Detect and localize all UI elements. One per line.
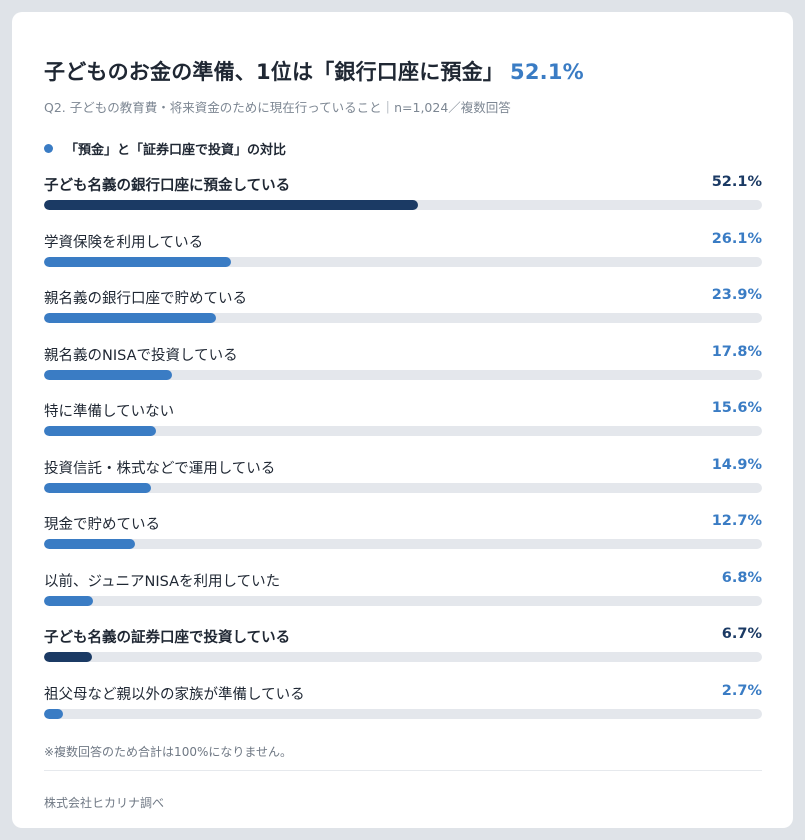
bar xyxy=(44,652,93,662)
bar-value-label: 17.8% xyxy=(711,343,762,360)
bar-value-label: 14.9% xyxy=(711,456,762,473)
bar xyxy=(44,482,151,493)
bar-row: 現金で貯めている 12.7% xyxy=(44,513,762,570)
bar-track xyxy=(44,652,762,662)
legend-label: 「預金」と「証券口座で投資」の対比 xyxy=(65,143,287,158)
legend-dot-icon xyxy=(44,144,53,153)
bar-row: 以前、ジュニアNISAを利用していた 6.8% xyxy=(44,570,762,627)
bar-row: 学資保険を利用している 26.1% xyxy=(44,231,762,288)
bar-label: 子ども名義の銀行口座に預金している xyxy=(44,178,291,194)
bar-value-label: 23.9% xyxy=(711,287,762,303)
bar xyxy=(44,595,93,606)
chart-card: 子どものお金の準備、1位は「銀行口座に預金」 52.1% Q2. 子どもの教育費・… xyxy=(12,12,793,828)
bar-value-label: 12.7% xyxy=(711,513,762,529)
bar-track xyxy=(44,482,762,493)
bar-row: 特に準備していない 15.6% xyxy=(44,400,762,457)
bar xyxy=(44,200,419,210)
bar xyxy=(44,369,172,380)
bar xyxy=(44,539,136,549)
bar-track xyxy=(44,708,762,719)
bar-row: 親名義のNISAで投資している 17.8% xyxy=(44,344,762,401)
bar-track xyxy=(44,539,762,549)
bar-track xyxy=(44,426,762,436)
divider xyxy=(44,770,762,771)
bar-label: 子ども名義の証券口座で投資している xyxy=(44,630,291,646)
bar-track xyxy=(44,200,762,210)
legend: 「預金」と「証券口座で投資」の対比 xyxy=(44,139,286,158)
source-credit: 株式会社ヒカリナ調べ xyxy=(44,796,165,810)
chart-title: 子どものお金の準備、1位は「銀行口座に預金」 52.1% xyxy=(44,56,584,86)
bar-track xyxy=(44,369,762,380)
bar xyxy=(44,426,156,436)
bar-label: 親名義の銀行口座で貯めている xyxy=(44,291,247,307)
bar-row: 子ども名義の銀行口座に預金している 52.1% xyxy=(44,174,762,231)
bar-label: 投資信託・株式などで運用している xyxy=(44,460,276,477)
bar-row: 親名義の銀行口座で貯めている 23.9% xyxy=(44,287,762,344)
bar-row: 祖父母など親以外の家族が準備している 2.7% xyxy=(44,683,762,740)
bar-label: 学資保険を利用している xyxy=(44,234,204,251)
chart-title-highlight: 52.1% xyxy=(510,60,584,84)
bar xyxy=(44,708,64,719)
bar-track xyxy=(44,256,762,267)
bar-value-label: 6.7% xyxy=(721,626,762,642)
bar-value-label: 26.1% xyxy=(711,230,762,247)
bar-label: 現金で貯めている xyxy=(44,517,160,533)
footnote: ※複数回答のため合計は100%になりません。 xyxy=(44,745,293,759)
bar-row: 子ども名義の証券口座で投資している 6.7% xyxy=(44,626,762,683)
bar xyxy=(44,313,216,323)
bar-value-label: 2.7% xyxy=(721,682,762,699)
chart-subtitle: Q2. 子どもの教育費・将来資金のために現在行っていること｜n=1,024／複数… xyxy=(44,100,511,115)
bar-label: 祖父母など親以外の家族が準備している xyxy=(44,686,305,703)
bar-label: 特に準備していない xyxy=(44,404,175,420)
bar xyxy=(44,256,232,267)
chart-title-text: 子どものお金の準備、1位は「銀行口座に預金」 xyxy=(44,60,505,84)
bar-value-label: 15.6% xyxy=(711,400,762,416)
bar-value-label: 52.1% xyxy=(711,174,762,190)
bar-value-label: 6.8% xyxy=(721,569,762,586)
bar-track xyxy=(44,595,762,606)
bar-list: 子ども名義の銀行口座に預金している 52.1% 学資保険を利用している 26.1% 親名… xyxy=(44,174,762,739)
bar-label: 以前、ジュニアNISAを利用していた xyxy=(44,573,281,590)
bar-track xyxy=(44,313,762,323)
bar-row: 投資信託・株式などで運用している 14.9% xyxy=(44,457,762,514)
bar-label: 親名義のNISAで投資している xyxy=(44,347,238,364)
